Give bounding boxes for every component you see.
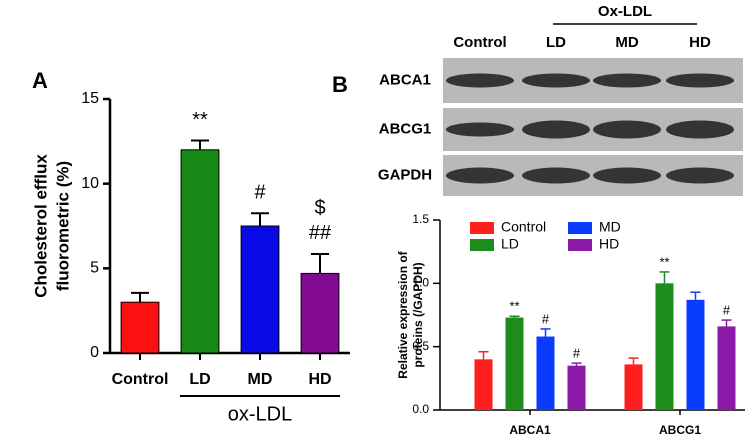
y-tick-label: 0 (90, 344, 99, 361)
legend-swatch (568, 239, 592, 251)
annotation: ** (192, 109, 208, 131)
y-tick-label: 15 (81, 90, 99, 107)
legend-label: LD (501, 236, 519, 252)
annotation: ** (509, 299, 519, 314)
bar (300, 272, 340, 354)
lane-label: HD (689, 34, 711, 51)
x-tick-label: MD (248, 371, 273, 388)
annotation: $ (314, 197, 325, 219)
row-label: ABCA1 (379, 71, 431, 88)
panel-label: B (332, 72, 348, 97)
legend-label: MD (599, 219, 621, 235)
y-axis-label: Relative expression of (396, 250, 410, 378)
y-axis-label: Cholesterol efflux (31, 154, 50, 298)
legend-swatch (568, 222, 592, 234)
bar (505, 317, 524, 410)
y-axis-label: proteins (/GAPDH) (411, 262, 425, 367)
blot-band (666, 120, 734, 139)
annotation: # (254, 182, 266, 204)
row-label: GAPDH (378, 166, 432, 183)
y-tick-label: 0.5 (412, 339, 429, 353)
group-label: ox-LDL (228, 403, 292, 425)
blot-band (666, 73, 734, 88)
x-tick-label: Control (112, 371, 169, 388)
bar (567, 365, 586, 410)
annotation: # (573, 346, 581, 361)
bar (120, 301, 160, 354)
lane-label: MD (615, 34, 638, 51)
blot-band (522, 73, 590, 88)
bar (536, 336, 555, 410)
legend-label: HD (599, 236, 619, 252)
annotation: # (542, 311, 550, 326)
y-tick-label: 0.0 (412, 402, 429, 416)
legend-label: Control (501, 219, 546, 235)
y-axis-label: fluorometric (%) (53, 161, 72, 291)
blot-band (522, 167, 590, 184)
x-tick-label: ABCA1 (509, 423, 551, 437)
bar (240, 225, 280, 354)
bar (624, 364, 643, 410)
x-tick-label: LD (189, 371, 210, 388)
y-tick-label: 1.5 (412, 212, 429, 226)
legend-swatch (470, 239, 494, 251)
lane-label: Control (453, 34, 506, 51)
blot-band (446, 122, 514, 137)
y-tick-label: 1.0 (412, 276, 429, 290)
blot-band (593, 73, 661, 88)
x-tick-label: ABCG1 (659, 423, 701, 437)
bar (655, 283, 674, 410)
lane-label: LD (546, 34, 566, 51)
legend-swatch (470, 222, 494, 234)
blot-band (593, 167, 661, 184)
blot-band (446, 167, 514, 184)
annotation: ** (659, 254, 669, 269)
blot-band (522, 120, 590, 139)
bar (474, 359, 493, 410)
blot-band (446, 73, 514, 88)
annotation: # (723, 303, 731, 318)
bar (180, 149, 220, 354)
row-label: ABCG1 (379, 120, 432, 137)
bar (686, 299, 705, 410)
y-tick-label: 10 (81, 175, 99, 192)
y-tick-label: 5 (90, 260, 99, 277)
blot-band (593, 120, 661, 139)
panel-label: A (32, 68, 48, 93)
blot-band (666, 167, 734, 184)
x-tick-label: HD (308, 371, 331, 388)
blot-header: Ox-LDL (598, 3, 652, 20)
annotation: ## (309, 222, 332, 244)
bar (717, 326, 736, 410)
